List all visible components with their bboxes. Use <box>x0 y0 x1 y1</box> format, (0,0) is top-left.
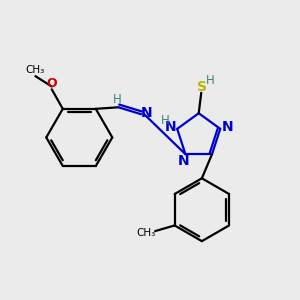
Text: H: H <box>206 74 214 87</box>
Text: N: N <box>164 120 176 134</box>
Text: N: N <box>178 154 190 168</box>
Text: H: H <box>112 93 121 106</box>
Text: N: N <box>141 106 152 120</box>
Text: CH₃: CH₃ <box>136 228 155 238</box>
Text: N: N <box>221 120 233 134</box>
Text: S: S <box>197 80 208 94</box>
Text: H: H <box>161 114 170 127</box>
Text: O: O <box>46 77 57 90</box>
Text: CH₃: CH₃ <box>26 65 45 76</box>
